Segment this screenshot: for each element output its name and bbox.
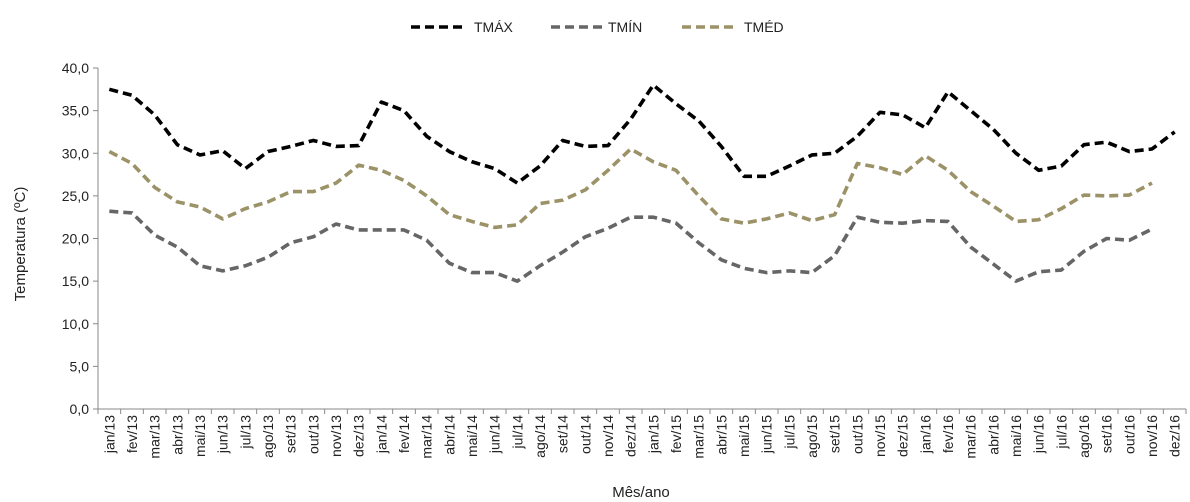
x-tick-label: jun/15 (759, 415, 775, 454)
x-tick-label: abr/15 (713, 415, 729, 455)
x-tick-label: jun/14 (487, 415, 503, 454)
x-tick-label: jul/14 (509, 415, 525, 450)
x-tick-label: jul/13 (237, 415, 253, 450)
y-tick-label: 35,0 (62, 103, 89, 119)
y-tick-label: 25,0 (62, 188, 89, 204)
y-tick-label: 30,0 (62, 145, 89, 161)
x-tick-label: nov/15 (872, 415, 888, 457)
x-tick-label: fev/16 (940, 415, 956, 453)
x-tick-label: jun/13 (215, 415, 231, 454)
x-tick-label: out/15 (849, 415, 865, 454)
x-tick-label: mai/14 (464, 415, 480, 457)
x-tick-label: out/16 (1121, 415, 1137, 454)
x-tick-label: jun/16 (1031, 415, 1047, 454)
y-tick-label: 0,0 (70, 401, 90, 417)
x-tick-label: dez/15 (895, 415, 911, 457)
x-tick-label: set/14 (555, 415, 571, 453)
y-tick-label: 15,0 (62, 273, 89, 289)
x-tick-label: mar/15 (691, 415, 707, 459)
x-tick-label: abr/16 (985, 415, 1001, 455)
x-tick-label: jan/16 (917, 415, 933, 454)
y-tick-label: 40,0 (62, 60, 89, 76)
x-tick-label: set/15 (827, 415, 843, 453)
x-tick-label: fev/15 (668, 415, 684, 453)
x-tick-label: abr/14 (441, 415, 457, 455)
x-tick-label: dez/14 (623, 415, 639, 457)
x-tick-label: nov/13 (328, 415, 344, 457)
x-tick-label: mai/13 (192, 415, 208, 457)
x-tick-label: mar/16 (963, 415, 979, 459)
y-axis: 0,0 5,0 10,0 15,0 20,0 25,0 30,0 35,0 40,0 (62, 60, 99, 417)
series-line-1 (108, 83, 1176, 185)
x-tick-label: jan/13 (101, 415, 117, 454)
x-tick-label: set/13 (283, 415, 299, 453)
x-tick-label: fev/14 (396, 415, 412, 453)
x-tick-label: ago/15 (804, 415, 820, 458)
x-tick-label: out/13 (305, 415, 321, 454)
x-tick-label: jul/15 (781, 415, 797, 450)
series-line-2 (109, 209, 1153, 283)
x-tick-label: dez/13 (351, 415, 367, 457)
legend: TMÁX TMÍN TMÉD (411, 19, 784, 35)
x-tick-label: jan/15 (645, 415, 661, 454)
x-tick-label: mar/13 (147, 415, 163, 459)
x-axis: jan/13 fev/13 mar/13 abr/13 mai/13 jun/13 jul/… (97, 408, 1187, 459)
y-tick-label: 5,0 (70, 358, 90, 374)
y-tick-label: 20,0 (62, 231, 89, 247)
series-layer (108, 83, 1176, 283)
x-tick-label: mai/15 (736, 415, 752, 457)
x-tick-label: fev/13 (124, 415, 140, 453)
x-tick-label: out/14 (577, 415, 593, 454)
x-tick-label: set/16 (1099, 415, 1115, 453)
legend-label-3: TMÉD (744, 19, 784, 35)
x-tick-label: jul/16 (1053, 415, 1069, 450)
x-tick-label: mai/16 (1008, 415, 1024, 457)
series-line-3 (108, 147, 1153, 230)
legend-label-2: TMÍN (608, 19, 642, 35)
x-tick-label: jan/14 (373, 415, 389, 454)
x-tick-label: ago/14 (532, 415, 548, 458)
x-tick-label: dez/16 (1167, 415, 1183, 457)
y-axis-title: Temperatura (ºC) (12, 187, 29, 302)
x-tick-label: ago/13 (260, 415, 276, 458)
x-tick-label: abr/13 (169, 415, 185, 455)
x-tick-label: nov/16 (1144, 415, 1160, 457)
x-tick-label: ago/16 (1076, 415, 1092, 458)
legend-label-1: TMÁX (474, 19, 514, 35)
x-axis-title: Mês/ano (612, 484, 670, 501)
x-tick-label: nov/14 (600, 415, 616, 457)
x-tick-label: mar/14 (419, 415, 435, 459)
y-tick-label: 10,0 (62, 316, 89, 332)
